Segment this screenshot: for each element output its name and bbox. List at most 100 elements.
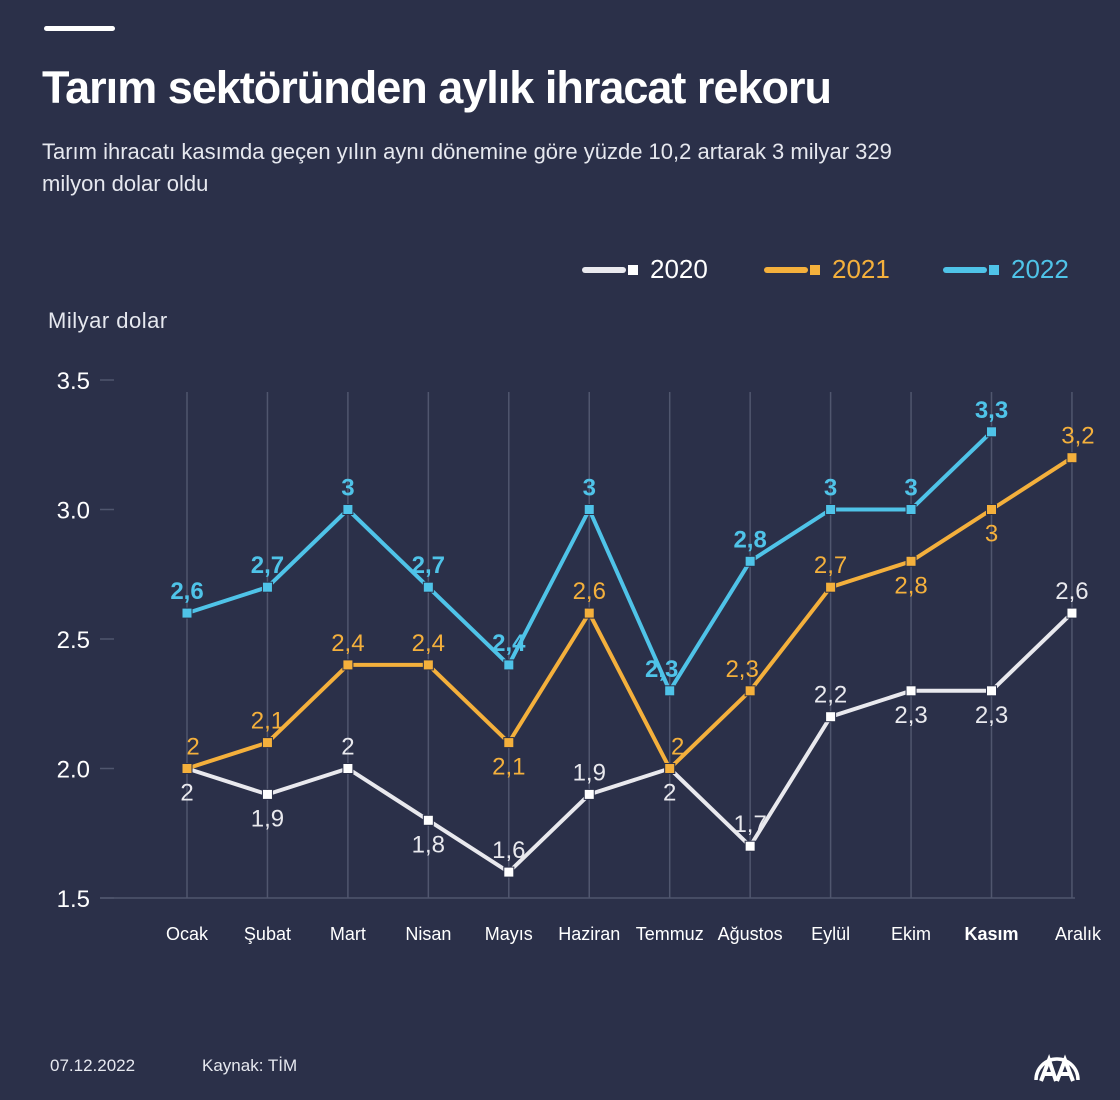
data-label-2021: 2,3	[725, 656, 758, 683]
legend-line	[582, 266, 626, 273]
series-line-2020	[186, 611, 1074, 875]
x-tick-label: Nisan	[405, 924, 451, 944]
data-point-2021	[261, 737, 273, 749]
data-point-2022	[986, 426, 997, 438]
x-tick-label: Mart	[330, 924, 366, 944]
series-line-2021	[186, 456, 1074, 771]
legend-2020: 2020	[582, 254, 708, 285]
data-label-2021: 2,4	[331, 630, 364, 657]
data-label-2022: 3	[583, 475, 596, 502]
data-point-2022	[342, 504, 354, 515]
data-label-2020: 2,3	[894, 702, 927, 729]
data-label-2022: 2,8	[733, 526, 766, 553]
data-label-2020: 2,3	[975, 702, 1008, 729]
data-point-2022	[583, 504, 595, 515]
data-label-2021: 2,6	[573, 578, 606, 605]
data-label-2021: 3,2	[1061, 423, 1094, 450]
data-point-2022	[261, 581, 273, 593]
data-point-2021	[583, 607, 595, 619]
data-point-2022	[744, 555, 756, 567]
data-point-2020	[825, 711, 837, 723]
data-label-2021: 3	[985, 521, 998, 548]
data-point-2022	[664, 685, 676, 697]
data-point-2020	[905, 685, 917, 697]
data-point-2021	[422, 659, 434, 671]
data-point-2022	[503, 659, 515, 671]
date: 07.12.2022	[50, 1056, 136, 1075]
data-label-2021: 2,8	[894, 572, 927, 599]
data-label-2021: 2,1	[492, 754, 525, 781]
data-point-2020	[986, 685, 997, 697]
data-label-2020: 2	[180, 780, 193, 807]
legend-line	[764, 266, 808, 273]
y-tick-label: 2.5	[57, 627, 90, 654]
legend-label: 2020	[650, 254, 708, 284]
x-tick-label: Eylül	[811, 924, 850, 944]
data-label-2022: 2,7	[412, 552, 445, 579]
data-label-2021: 2	[186, 734, 199, 761]
data-point-2020	[583, 788, 595, 800]
data-label-2021: 2,1	[251, 708, 284, 735]
data-label-2021: 2	[671, 734, 684, 761]
data-label-2022: 2,3	[645, 656, 678, 683]
data-label-2020: 1,6	[492, 837, 525, 864]
aa-logo	[1034, 1054, 1080, 1082]
x-tick-label: Mayıs	[485, 924, 533, 944]
x-tick-label: Temmuz	[636, 924, 704, 944]
data-label-2020: 2,6	[1055, 578, 1088, 605]
legend-2022: 2022	[943, 254, 1069, 285]
data-point-2021	[825, 581, 837, 593]
chart-subtitle: Tarım ihracatı kasımda geçen yılın aynı …	[42, 139, 892, 196]
data-point-2021	[905, 555, 917, 567]
data-label-2021: 2,7	[814, 552, 847, 579]
x-tick-label: Şubat	[244, 924, 291, 944]
data-point-2020	[342, 763, 354, 774]
data-point-2022	[422, 581, 434, 593]
data-point-2021	[342, 659, 354, 671]
data-label-2022: 2,4	[492, 630, 526, 657]
legend-label: 2021	[832, 254, 890, 284]
data-label-2022: 3	[904, 475, 917, 502]
data-label-2022: 2,7	[251, 552, 284, 579]
data-label-2020: 2,2	[814, 682, 847, 709]
data-point-2020	[1066, 607, 1078, 619]
data-point-2021	[744, 685, 756, 697]
data-point-2020	[503, 866, 515, 878]
legend-label: 2022	[1011, 254, 1069, 284]
data-label-2020: 1,8	[412, 831, 445, 858]
data-point-2022	[825, 504, 837, 515]
data-label-2020: 1,9	[251, 805, 284, 832]
legend-marker	[628, 264, 638, 275]
legend-line	[943, 266, 987, 273]
y-tick-label: 3.5	[57, 368, 90, 395]
data-point-2020	[744, 840, 756, 852]
data-label-2022: 3	[341, 475, 354, 502]
data-label-2020: 1,7	[733, 811, 766, 838]
x-tick-label: Haziran	[558, 924, 620, 944]
y-tick-label: 1.5	[57, 886, 90, 913]
data-point-2021	[664, 763, 676, 774]
x-tick-label: Ağustos	[718, 924, 783, 944]
data-point-2021	[181, 763, 193, 774]
data-label-2020: 2	[341, 734, 354, 761]
legend-marker	[989, 264, 999, 275]
data-label-2021: 2,4	[412, 630, 445, 657]
y-tick-label: 2.0	[57, 757, 90, 784]
y-axis-label: Milyar dolar	[48, 308, 168, 333]
data-label-2020: 2	[663, 780, 676, 807]
legend-2021: 2021	[764, 254, 890, 285]
chart-title: Tarım sektöründen aylık ihracat rekoru	[42, 62, 832, 113]
data-label-2022: 3	[824, 475, 837, 502]
x-tick-label: Ekim	[891, 924, 931, 944]
data-point-2020	[261, 788, 273, 800]
data-label-2020: 1,9	[573, 759, 606, 786]
x-tick-label: Kasım	[964, 924, 1018, 944]
data-point-2020	[422, 814, 434, 826]
x-tick-label: Aralık	[1055, 924, 1102, 944]
data-point-2022	[181, 607, 193, 619]
data-point-2021	[1066, 452, 1078, 464]
data-point-2021	[986, 504, 997, 515]
accent-bar	[44, 26, 115, 31]
